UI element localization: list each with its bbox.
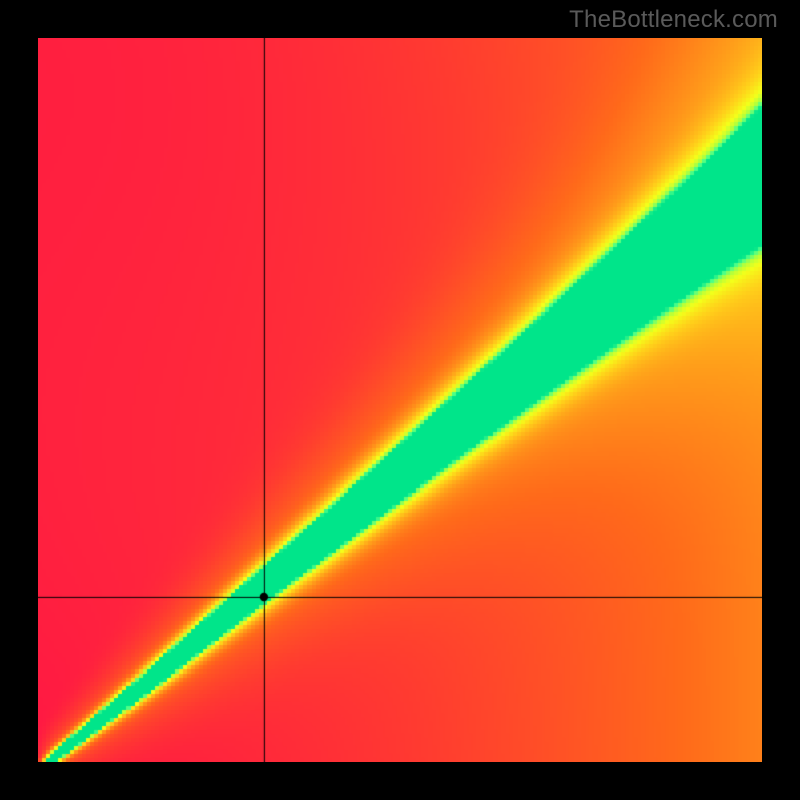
watermark-text: TheBottleneck.com xyxy=(569,6,778,34)
bottleneck-heatmap xyxy=(38,38,762,762)
chart-stage: TheBottleneck.com xyxy=(0,0,800,800)
